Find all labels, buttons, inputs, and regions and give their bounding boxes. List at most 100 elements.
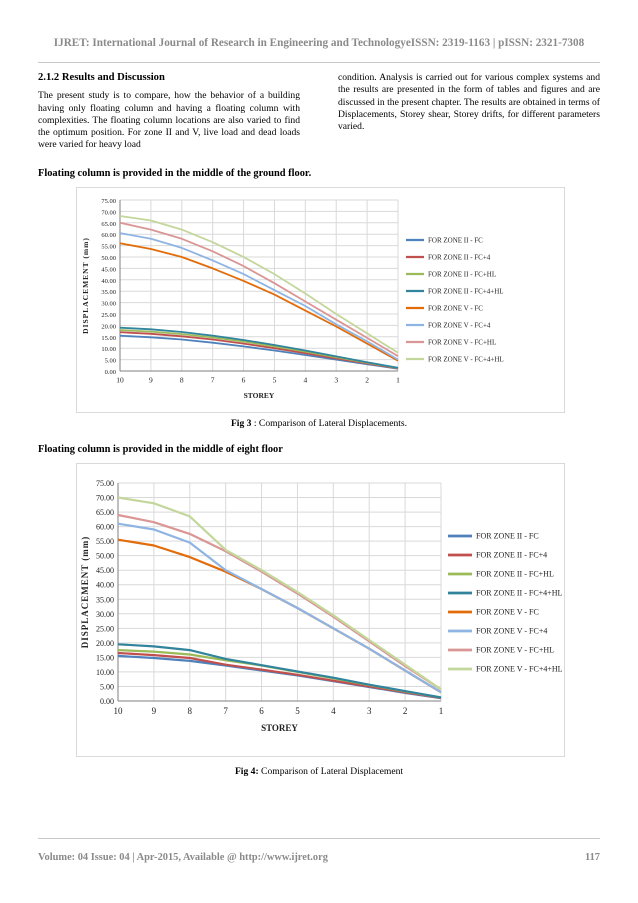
chart-4-ytick-label: 70.00 [96,494,114,503]
chart-3-ytick-label: 35.00 [101,289,116,296]
chart-3-xtick-label: 10 [116,376,124,385]
chart-4-xtick-label: 8 [188,706,193,716]
chart-3-xtick-label: 9 [149,376,153,385]
chart-4-legend-label: FOR ZONE V - FC [476,608,539,617]
chart-3-legend-label: FOR ZONE V - FC+HL [428,338,496,346]
chart-4-legend-label: FOR ZONE V - FC+4+HL [476,665,563,674]
right-column: condition. Analysis is carried out for v… [338,72,600,133]
chart-3-legend-label: FOR ZONE V - FC [428,304,483,312]
chart-4-series-7-line [117,513,442,691]
chart-3-xtick-label: 1 [396,376,400,385]
chart-3-legend-label: FOR ZONE II - FC+HL [428,270,496,278]
journal-header: IJRET: International Journal of Research… [53,37,585,49]
chart-4-series-8-line [117,496,442,691]
chart-4-xtick-label: 6 [259,706,264,716]
chart-3-ytick-label: 30.00 [101,301,116,308]
chart-4-ytick-label: 40.00 [96,581,114,590]
chart-3-ylabel: DISPLACEMENT (mm) [81,237,90,334]
chart-4-ytick-label: 35.00 [96,595,114,604]
chart-4-xtick-label: 4 [331,706,336,716]
chart-3-xtick-label: 5 [273,376,277,385]
chart-3-xlabel: STOREY [244,391,275,400]
section-heading: 2.1.2 Results and Discussion [38,72,165,83]
figure-4-caption-label: Fig 4: [234,766,259,777]
chart-3-ytick-label: 50.00 [101,255,116,262]
chart-3-ytick-label: 55.00 [101,244,116,251]
chart-3-xtick-label: 8 [180,376,184,385]
figure-4-caption-text: Comparison of Lateral Displacement [258,766,404,777]
chart-3-ytick-label: 45.00 [101,266,116,273]
chart-4-xtick-label: 9 [152,706,157,716]
figure-4-chart: 0.00 5.00 10.00 15.00 20.00 25.00 30.00 35.00 40… [76,463,565,757]
chart-3-ytick-label: 5.00 [105,358,116,365]
chart-4-xtick-label: 1 [439,706,444,716]
chart-4-xtick-label: 10 [114,706,124,716]
chart-4-legend-label: FOR ZONE II - FC+4 [476,551,547,560]
chart-4-ytick-label: 50.00 [96,552,114,561]
chart-3-ytick-label: 65.00 [101,221,116,228]
chart-4-xtick-label: 2 [403,706,408,716]
chart-4-ytick-label: 75.00 [96,479,114,488]
chart-4-ytick-label: 0.00 [100,697,114,706]
chart-3-series-8-line [119,215,399,354]
chart-3-legend-label: FOR ZONE V - FC+4+HL [428,355,504,363]
chart-3-series-2-line [119,331,399,370]
chart-4-legend-label: FOR ZONE V - FC+4 [476,627,547,636]
chart-4-legend-label: FOR ZONE II - FC [476,532,539,541]
chart-4-ytick-label: 5.00 [100,682,114,691]
chart-4-ytick-label: 60.00 [96,523,114,532]
chart-4-ytick-label: 30.00 [96,610,114,619]
chart-4-xlabel: STOREY [261,723,298,733]
chart-4-series-6-line [117,522,442,694]
chart-3-xtick-label: 4 [303,376,307,385]
chart-4-ytick-label: 25.00 [96,624,114,633]
chart-3-xtick-label: 3 [334,376,338,385]
chart-4-ytick-label: 55.00 [96,537,114,546]
footer-volume-info: Volume: 04 Issue: 04 | Apr-2015, Availab… [38,852,328,863]
chart-3-xtick-label: 7 [211,376,215,385]
figure-3-title: Floating column is provided in the middl… [38,168,312,179]
header-rule [38,62,600,63]
chart-3-ytick-label: 15.00 [101,335,116,342]
chart-3-ytick-label: 25.00 [101,312,116,319]
chart-3-ytick-label: 60.00 [101,232,116,239]
figure-4-title: Floating column is provided in the middl… [38,444,283,455]
chart-3-legend-label: FOR ZONE II - FC [428,236,483,244]
chart-4-ytick-label: 20.00 [96,639,114,648]
chart-3-legend-label: FOR ZONE II - FC+4+HL [428,287,504,295]
chart-3-series-5-line [119,242,399,362]
chart-4-ytick-label: 65.00 [96,508,114,517]
chart-4-legend-label: FOR ZONE II - FC+4+HL [476,589,562,598]
chart-4-ytick-label: 10.00 [96,668,114,677]
chart-4-series-2-line [117,651,442,700]
chart-3-frame [76,187,565,413]
left-column-text: The present study is to compare, how the… [38,90,300,151]
footer-rule [38,838,600,839]
chart-3-ytick-label: 70.00 [101,209,116,216]
page-number: 117 [584,852,600,863]
figure-3-caption-label: Fig 3 [230,418,252,429]
chart-4-ytick-label: 45.00 [96,566,114,575]
figure-3-svg: 0.00 5.00 10.00 15.00 20.00 25.00 30.00 35.00 40… [76,187,565,413]
figure-3-caption-text: : Comparison of Lateral Displacements. [251,418,408,429]
chart-3-ytick-label: 40.00 [101,278,116,285]
figure-3-chart: 0.00 5.00 10.00 15.00 20.00 25.00 30.00 35.00 40… [76,187,565,413]
figure-4-caption: Fig 4: Comparison of Lateral Displacemen… [38,766,600,777]
chart-4-xtick-label: 7 [223,706,228,716]
chart-4-ytick-label: 15.00 [96,653,114,662]
right-column-text: condition. Analysis is carried out for v… [338,72,600,133]
chart-4-legend-label: FOR ZONE V - FC+HL [476,646,554,655]
chart-4-xtick-label: 3 [367,706,372,716]
left-column: 2.1.2 Results and Discussion The present… [38,72,300,152]
chart-3-series-6-line [119,232,399,361]
chart-3-xtick-label: 2 [365,376,369,385]
chart-3-series-4-line [119,326,399,369]
chart-3-ytick-label: 0.00 [105,369,116,376]
chart-3-legend-label: FOR ZONE II - FC+4 [428,253,491,261]
chart-3-ytick-label: 20.00 [101,323,116,330]
figure-3-caption: Fig 3 : Comparison of Lateral Displaceme… [38,418,600,429]
chart-4-series-4-line [117,643,442,699]
figure-4-svg: 0.00 5.00 10.00 15.00 20.00 25.00 30.00 35.00 40… [76,463,565,757]
chart-3-series-7-line [119,221,399,357]
chart-3-legend-label: FOR ZONE V - FC+4 [428,321,491,329]
